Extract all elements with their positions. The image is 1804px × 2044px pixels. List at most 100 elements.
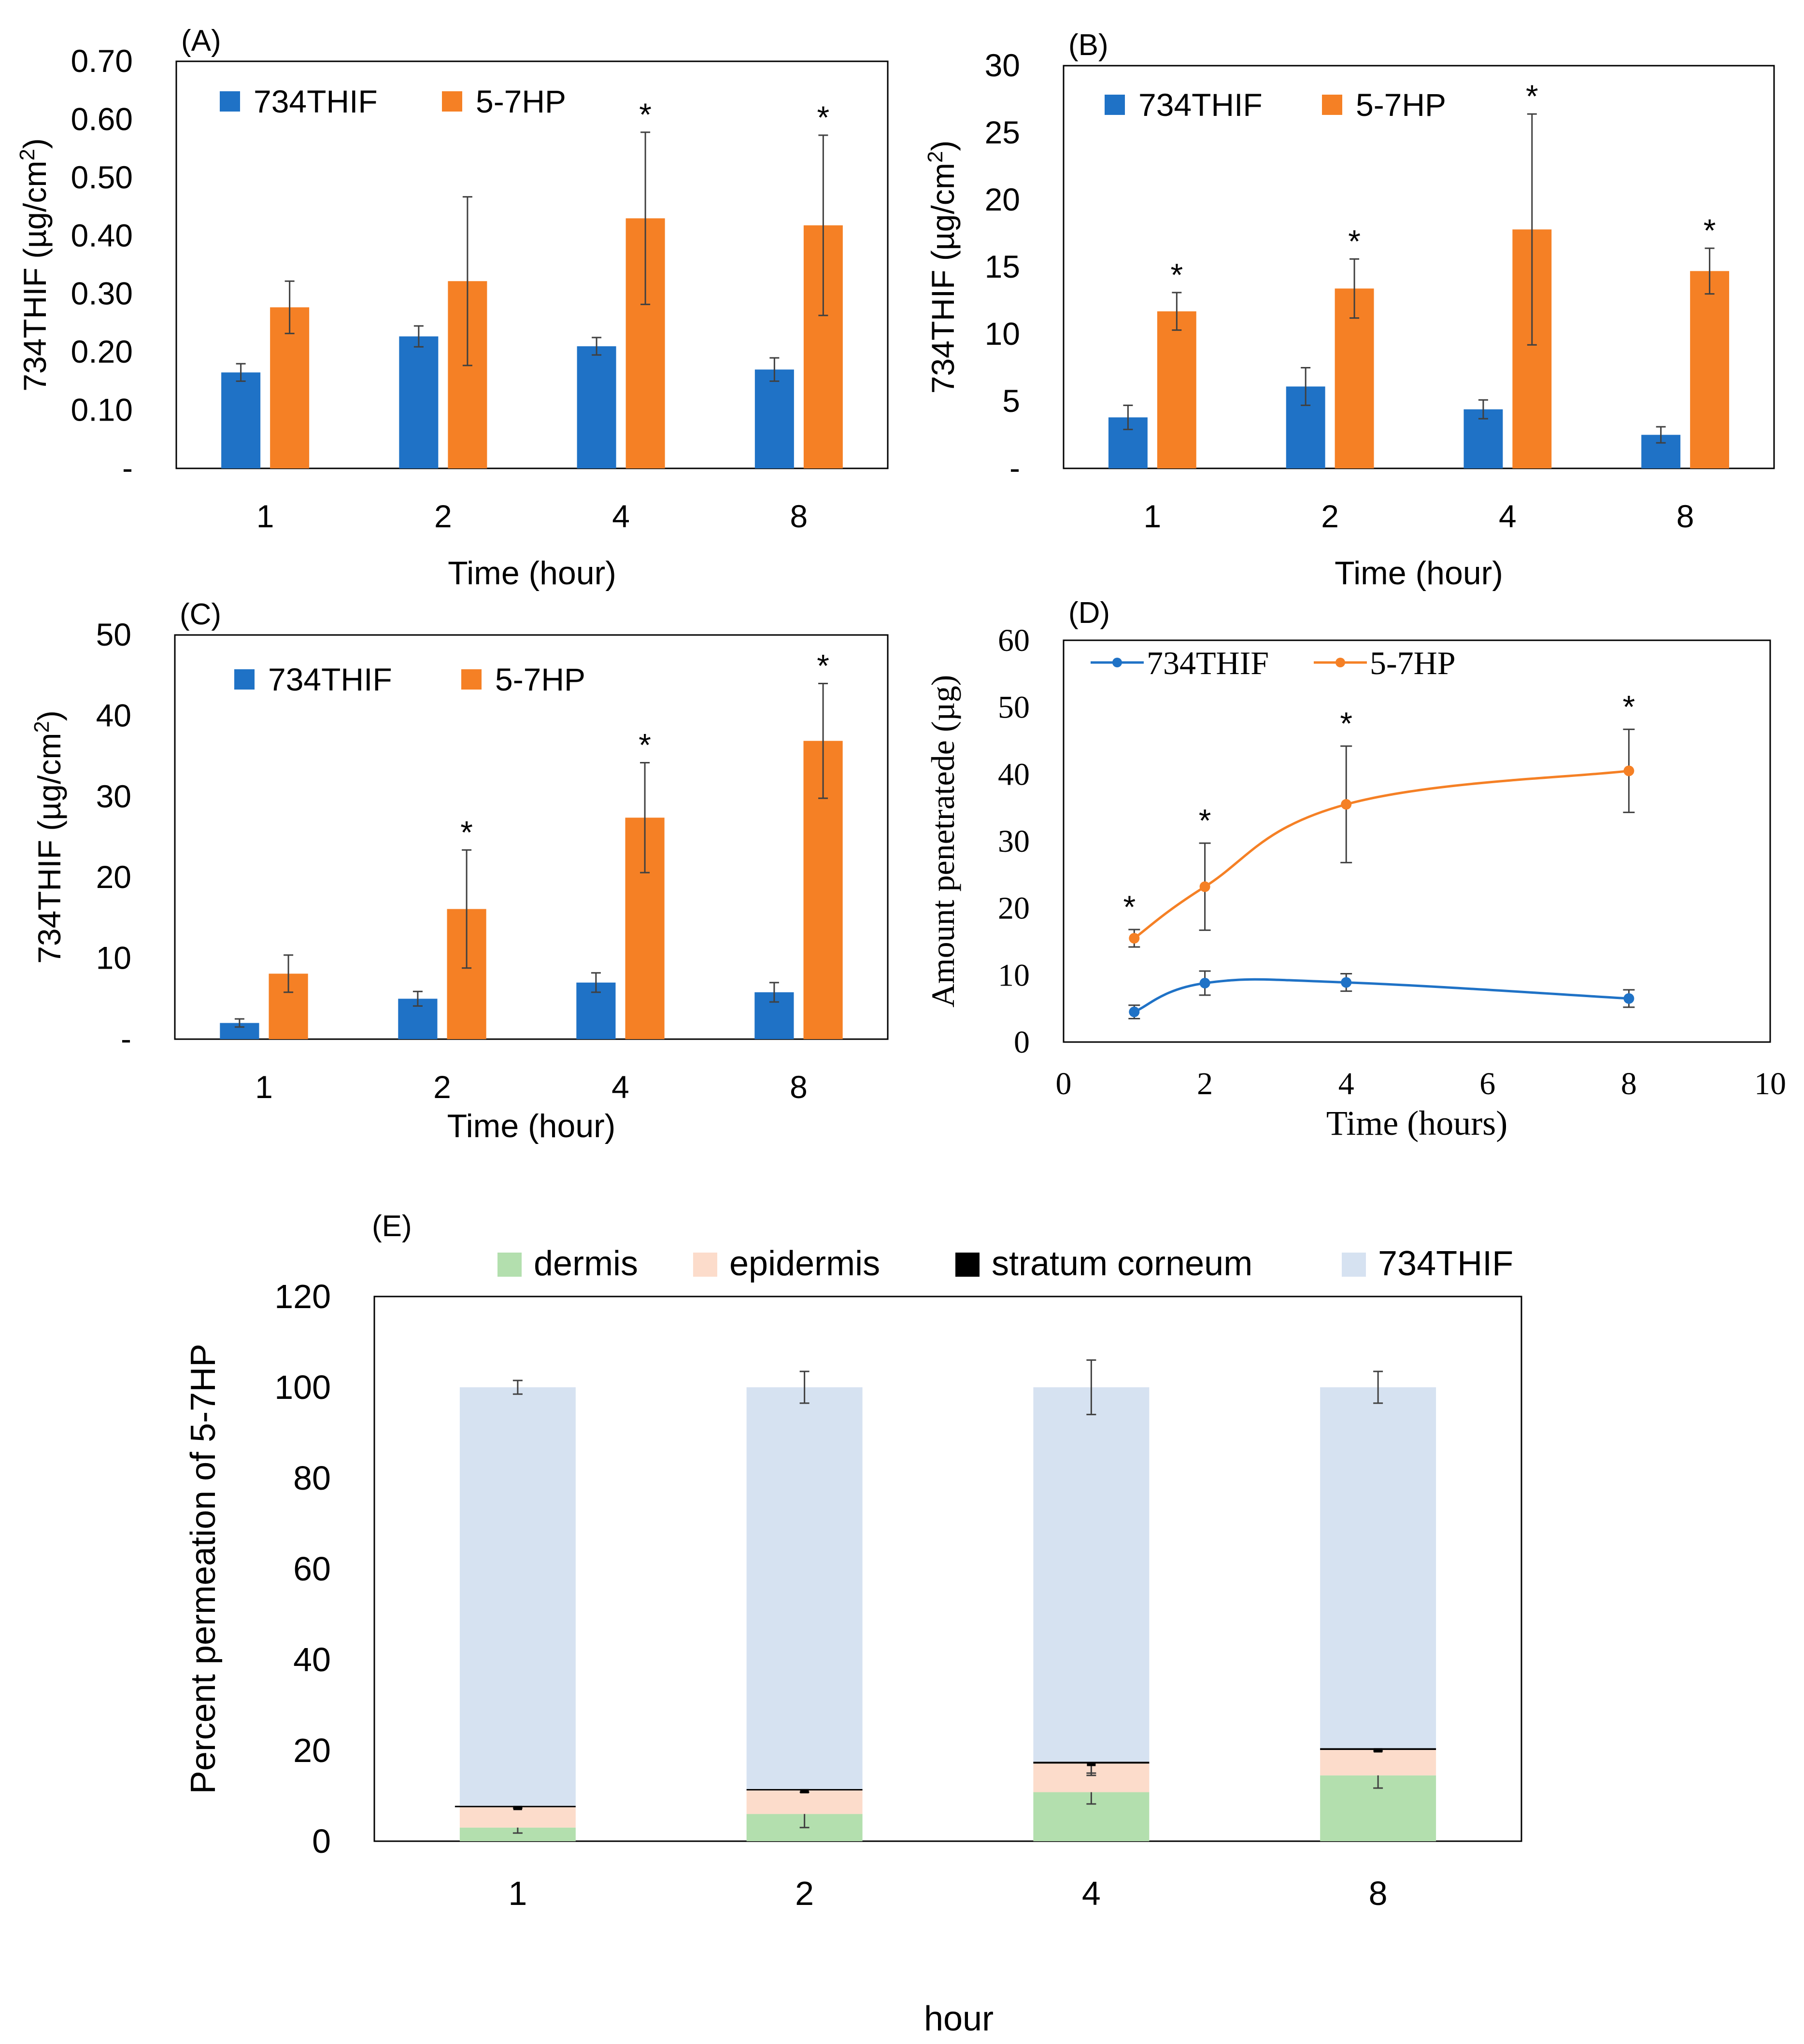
y-axis-label-close: ) xyxy=(925,141,961,151)
x-tick-label: 2 xyxy=(1197,1066,1213,1101)
y-tick-label: 30 xyxy=(985,47,1020,83)
y-tick-label: - xyxy=(121,1021,131,1057)
bar-segment-734THIF-8 xyxy=(1320,1387,1436,1748)
data-point-734THIF-1 xyxy=(1129,1006,1140,1017)
y-axis-label-close: ) xyxy=(17,138,53,149)
y-tick-label: 120 xyxy=(274,1278,331,1315)
x-axis-label: Time (hour) xyxy=(447,1108,616,1144)
bar-segment-epidermis-1 xyxy=(459,1807,576,1828)
legend: 734THIF 5-7HP xyxy=(1105,87,1446,123)
x-tick-label: 4 xyxy=(612,498,630,534)
x-tick-label: 6 xyxy=(1479,1066,1495,1101)
significance-star: * xyxy=(1340,705,1352,741)
legend-label: 5-7HP xyxy=(1370,645,1456,681)
y-tick-label: 20 xyxy=(998,891,1030,926)
legend-swatch-5-7HP xyxy=(442,91,462,112)
x-tick-label: 4 xyxy=(1499,498,1517,534)
legend-swatch-734THIF xyxy=(1342,1253,1366,1277)
x-tick-label: 0 xyxy=(1056,1066,1072,1101)
y-tick-label: 50 xyxy=(998,690,1030,725)
x-tick-label: 8 xyxy=(790,1069,808,1105)
significance-star: * xyxy=(639,97,652,132)
series-line-5-7HP xyxy=(1133,769,1629,940)
plot-frame xyxy=(1063,639,1771,1043)
x-tick-label: 2 xyxy=(795,1875,814,1912)
y-axis-label-close: ) xyxy=(31,710,67,721)
legend-marker-734THIF xyxy=(1112,658,1122,667)
y-tick-label: 10 xyxy=(96,940,131,976)
panel-label: (D) xyxy=(1068,596,1110,630)
bar-segment-734THIF-1 xyxy=(459,1387,576,1806)
y-tick-label: 0.30 xyxy=(71,276,133,311)
panel-label: (E) xyxy=(372,1210,412,1243)
y-tick-label: 60 xyxy=(998,623,1030,658)
data-point-5-7HP-8 xyxy=(1623,765,1634,776)
y-tick-label: 10 xyxy=(998,958,1030,993)
y-axis-label-main: 734THIF (µg/cm xyxy=(17,161,53,392)
x-tick-label: 2 xyxy=(1321,498,1339,534)
data-point-5-7HP-4 xyxy=(1341,799,1352,810)
legend-swatch-734THIF xyxy=(1105,95,1125,115)
legend-label: 734THIF xyxy=(1138,87,1263,123)
y-tick-label: 0.60 xyxy=(71,101,133,137)
panel-label: (B) xyxy=(1068,28,1108,62)
significance-star: * xyxy=(817,648,829,683)
legend: 734THIF 5-7HP xyxy=(234,662,585,697)
data-point-734THIF-8 xyxy=(1623,993,1634,1004)
legend-label: 5-7HP xyxy=(476,84,566,119)
bar-5-7HP-8 xyxy=(1690,271,1730,468)
significance-star: * xyxy=(817,99,830,135)
x-axis-label: Time (hours) xyxy=(1326,1104,1507,1142)
significance-star: * xyxy=(639,727,651,762)
plot-frame xyxy=(174,634,889,1040)
legend-marker-5-7HP xyxy=(1335,658,1345,667)
significance-star: * xyxy=(1123,889,1136,925)
bar-5-7HP-1 xyxy=(1157,311,1196,468)
y-axis-label-sup: 2 xyxy=(30,721,54,733)
bar-734THIF-8 xyxy=(754,369,794,468)
legend-swatch-stratum corneum xyxy=(955,1253,980,1277)
significance-star: * xyxy=(460,814,473,850)
significance-star: * xyxy=(1704,212,1716,248)
x-tick-label: 4 xyxy=(1338,1066,1354,1101)
legend-label: 734THIF xyxy=(268,662,392,697)
y-axis-label: Percent permeation of 5-7HP xyxy=(184,1344,223,1794)
significance-star: * xyxy=(1623,689,1635,724)
y-tick-label: 40 xyxy=(96,697,131,733)
y-tick-label: 20 xyxy=(985,182,1020,217)
x-tick-label: 8 xyxy=(1676,498,1694,534)
legend-swatch-epidermis xyxy=(693,1253,717,1277)
y-tick-label: 0.40 xyxy=(71,217,133,253)
legend-label: 5-7HP xyxy=(495,662,585,697)
legend-label: 5-7HP xyxy=(1356,87,1446,123)
data-point-734THIF-2 xyxy=(1199,977,1210,988)
y-tick-label: 20 xyxy=(96,859,131,895)
y-axis-label: 734THIF (µg/cm2) xyxy=(923,141,961,394)
significance-star: * xyxy=(1526,78,1538,114)
legend-label: 734THIF xyxy=(1378,1244,1513,1283)
y-tick-label: 20 xyxy=(293,1732,331,1769)
legend-label: stratum corneum xyxy=(992,1244,1252,1283)
y-tick-label: - xyxy=(1009,450,1020,486)
y-tick-label: 15 xyxy=(985,249,1020,284)
y-axis-label-main: 734THIF (µg/cm xyxy=(31,733,67,964)
y-axis-label: 734THIF (µg/cm2) xyxy=(30,710,68,964)
plot-frame xyxy=(373,1296,1522,1842)
panel-E: (E) 0 20 40 60 80 100 120 Percent permeation of … xyxy=(184,1210,1522,2038)
y-axis-label-main: 734THIF (µg/cm xyxy=(925,163,961,394)
legend-label: 734THIF xyxy=(1147,645,1269,681)
y-tick-label: 40 xyxy=(293,1641,331,1678)
y-tick-label: 25 xyxy=(985,114,1020,150)
x-tick-label: 2 xyxy=(433,1069,451,1105)
panel-A: (A) - 0.10 0.20 0.30 0.40 0.50 0.60 0.70 734THIF … xyxy=(15,24,889,592)
y-tick-label: 5 xyxy=(1002,383,1020,419)
legend-label: 734THIF xyxy=(254,84,378,119)
bar-734THIF-4 xyxy=(577,346,616,468)
bar-segment-epidermis-8 xyxy=(1320,1750,1436,1776)
y-axis-label: 734THIF (µg/cm2) xyxy=(15,138,53,392)
x-tick-label: 4 xyxy=(1082,1875,1101,1912)
y-tick-label: - xyxy=(122,450,133,486)
y-tick-label: 60 xyxy=(293,1550,331,1588)
y-axis-label-sup: 2 xyxy=(923,151,947,163)
